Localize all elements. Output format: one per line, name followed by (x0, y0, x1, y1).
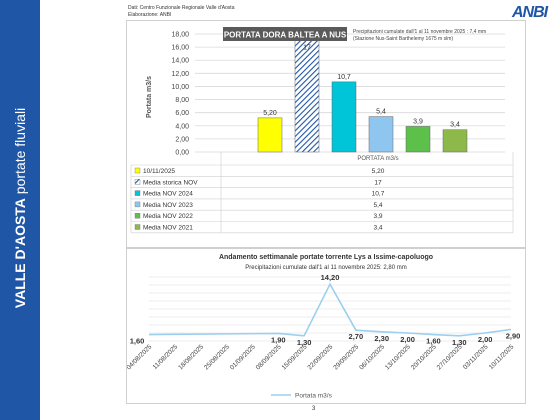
legend-series-name: Media NOV 2024 (143, 191, 193, 198)
line-data-label: 1,30 (452, 338, 467, 347)
line-x-tick: 13/10/2025 (384, 343, 412, 371)
bar-chart-y-tick: 10,00 (171, 84, 189, 91)
table-value: 17 (374, 179, 382, 186)
bar-chart-panel: 0,00 2,00 4,00 6,00 8,00 10,00 12,00 14,00 16,00… (126, 20, 526, 248)
bar-chart-y-tick: 18,00 (171, 32, 189, 39)
bar-chart-y-label: Portata m3/s (146, 76, 153, 118)
bar-chart-note-2: (Stazione Nus-Saint Barthelemy 1675 m sl… (353, 36, 453, 42)
anbi-logo: ANBI (512, 4, 548, 21)
side-title-light: portate fluviali (12, 107, 28, 195)
line-data-label: 2,00 (400, 335, 415, 344)
line-x-tick: 20/10/2025 (410, 343, 438, 371)
line-data-label: 1,60 (426, 337, 441, 346)
bar-2 (294, 40, 320, 153)
bar-chart-y-tick: 2,00 (175, 136, 189, 143)
bar-4 (368, 116, 394, 153)
line-x-tick: 04/08/2025 (127, 343, 154, 371)
table-value: 3,4 (373, 225, 382, 232)
bar-chart-y-tick: 0,00 (175, 150, 189, 157)
legend-series-name: Media NOV 2022 (143, 213, 193, 220)
line-data-label: 14,20 (321, 273, 340, 282)
bar-chart-y-tick: 8,00 (175, 97, 189, 104)
bar-chart-title: PORTATA DORA BALTEA A NUS (224, 31, 347, 40)
bar-data-label: 3,9 (413, 118, 423, 125)
table-value: 5,20 (372, 168, 385, 175)
bar-chart-y-tick: 6,00 (175, 110, 189, 117)
line-x-tick: 11/08/2025 (152, 343, 180, 371)
side-title: VALLE D'AOSTA portate fluviali (12, 0, 28, 418)
page-number: 3 (312, 406, 316, 412)
table-value: 3,9 (373, 213, 382, 220)
bar-chart-y-tick: 4,00 (175, 123, 189, 130)
line-x-tick: 10/11/2025 (488, 343, 516, 371)
table-value: 10,7 (372, 191, 385, 198)
bar-chart: 0,00 2,00 4,00 6,00 8,00 10,00 12,00 14,00 16,00… (130, 27, 514, 234)
line-x-tick: 15/09/2025 (281, 343, 309, 371)
line-chart-panel: Andamento settimanale portate torrente L… (125, 248, 526, 404)
bar-3 (331, 81, 357, 153)
side-band: VALLE D'AOSTA portate fluviali (0, 0, 40, 420)
source-line-2: Elaborazione: ANBI (128, 12, 172, 18)
legend-series-name: Media storica NOV (143, 179, 198, 186)
line-x-tick: 22/09/2025 (306, 343, 334, 371)
line-x-tick: 06/10/2025 (358, 343, 386, 371)
legend-swatch (134, 224, 141, 230)
bar-chart-note-1: Precipitazioni cumulate dall'1 al 11 nov… (353, 29, 486, 35)
bar-1 (257, 117, 283, 153)
table-value: 5,4 (373, 202, 382, 209)
legend-swatch (134, 212, 141, 219)
line-data-label: 1,30 (297, 338, 312, 347)
legend-series-name: 10/11/2025 (143, 168, 175, 175)
bar-data-label: 3,4 (450, 122, 460, 129)
legend-series-name: Media NOV 2021 (143, 225, 193, 232)
line-legend-label: Portata m3/s (295, 393, 333, 400)
line-data-label: 2,90 (506, 331, 521, 340)
bar-data-label: 5,4 (376, 109, 386, 116)
bar-6 (442, 129, 468, 153)
line-x-tick: 03/11/2025 (462, 343, 490, 371)
line-x-tick: 29/09/2025 (332, 343, 360, 371)
line-x-tick: 25/08/2025 (203, 343, 231, 371)
line-chart-subtitle: Precipitazioni cumulate dall'1 al 11 nov… (245, 265, 406, 271)
line-data-label: 1,60 (130, 337, 145, 346)
bar-data-label: 10,7 (337, 74, 351, 81)
bar-data-label: 5,20 (263, 110, 277, 117)
legend-swatch (134, 179, 141, 185)
line-x-tick: 01/09/2025 (229, 343, 257, 371)
line-data-label: 2,00 (478, 335, 493, 344)
legend-series-name: Media NOV 2023 (143, 202, 193, 209)
line-data-label: 2,70 (349, 332, 364, 341)
bar-chart-title-bg (223, 27, 347, 41)
line-data-label: 1,90 (271, 335, 286, 344)
bar-chart-category-label: PORTATA m3/s (357, 156, 398, 162)
bar-chart-y-tick: 12,00 (171, 71, 189, 78)
bar-5 (405, 126, 431, 153)
line-chart: Andamento settimanale portate torrente L… (125, 254, 521, 400)
bar-data-label: 17 (303, 45, 311, 52)
legend-swatch (134, 190, 141, 196)
bar-chart-y-tick: 14,00 (171, 58, 189, 65)
line-series-portata (148, 282, 512, 337)
line-x-tick: 08/09/2025 (255, 343, 283, 371)
bar-chart-y-tick: 16,00 (171, 45, 189, 52)
legend-swatch (134, 167, 141, 174)
line-x-tick: 18/08/2025 (177, 343, 205, 371)
line-x-tick: 27/10/2025 (436, 343, 464, 371)
legend-swatch (134, 201, 141, 208)
line-data-label: 2,30 (374, 334, 389, 343)
line-chart-title: Andamento settimanale portate torrente L… (219, 254, 433, 261)
source-line-1: Dati: Centro Funzionale Regionale Valle … (128, 5, 235, 11)
side-title-bold: VALLE D'AOSTA (12, 198, 28, 309)
